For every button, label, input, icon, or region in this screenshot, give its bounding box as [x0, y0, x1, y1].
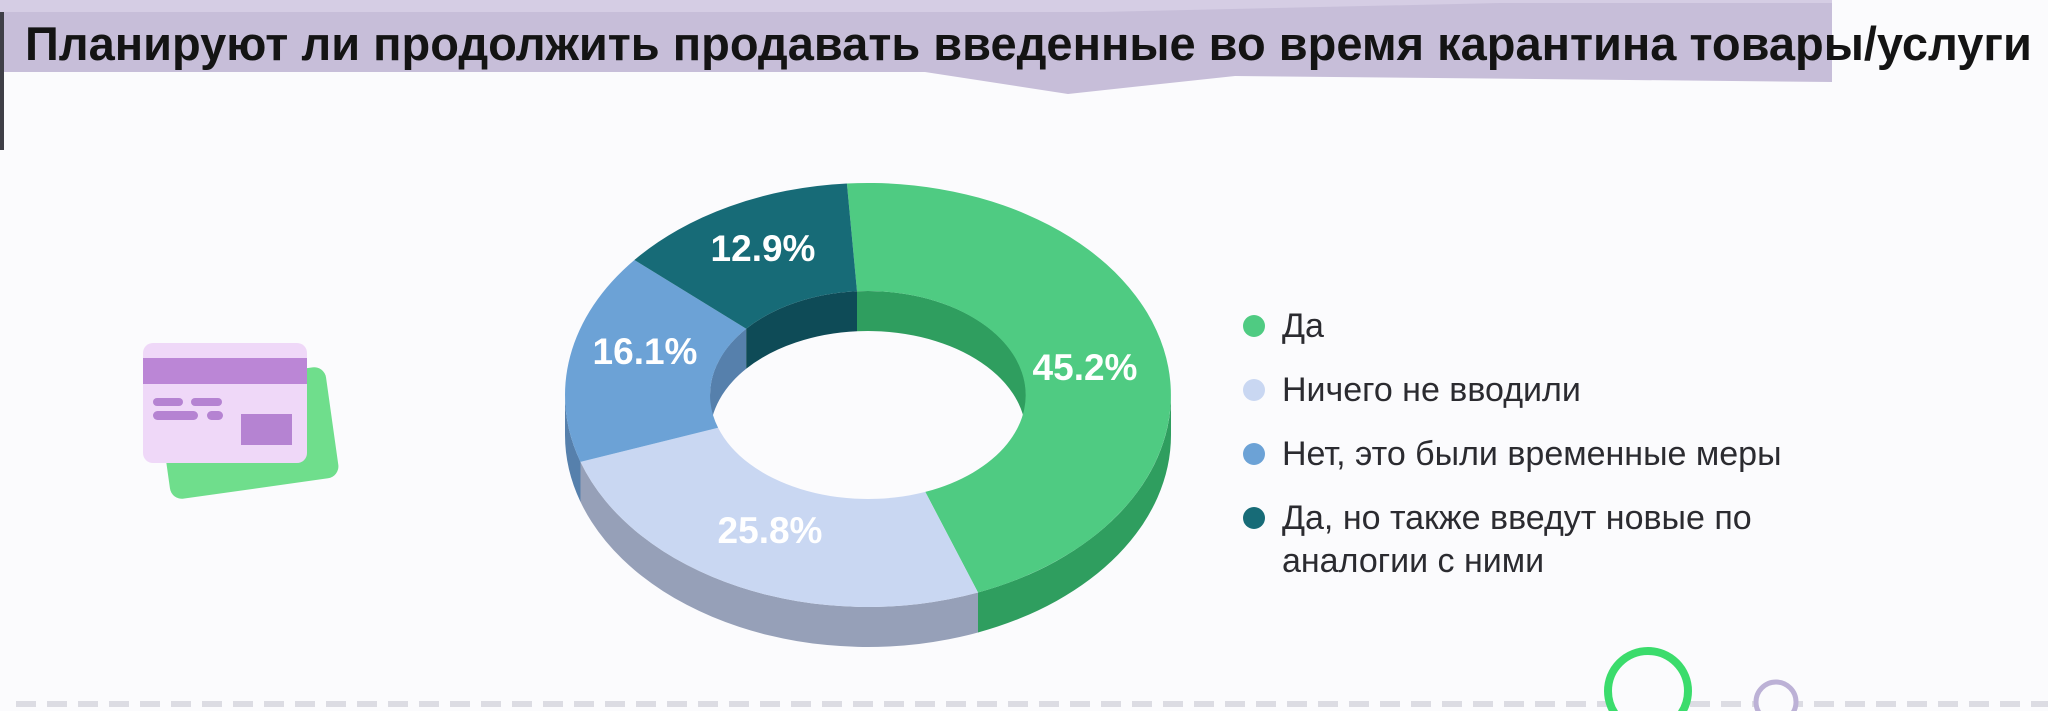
legend-label: Да	[1282, 307, 1324, 345]
card-magstripe	[143, 358, 307, 384]
slice-percent-label-1: 25.8%	[717, 510, 823, 551]
legend-item-1: Ничего не вводили	[1243, 369, 1823, 412]
donut-side-1	[580, 461, 978, 647]
donut-slice-1	[580, 427, 978, 607]
card-text-line	[191, 398, 222, 406]
legend-swatch-icon	[1243, 443, 1265, 465]
card-text-line	[153, 398, 183, 406]
donut-inner-wall-2	[710, 328, 747, 435]
slice-percent-label-2: 16.1%	[592, 331, 698, 372]
card-text-line	[207, 411, 223, 420]
credit-cards-icon	[143, 343, 339, 499]
slice-percent-label-3: 12.9%	[710, 228, 816, 269]
green-outline-circle	[1604, 647, 1692, 711]
chart-legend: Да Ничего не вводили Нет, это были временн…	[1243, 305, 1823, 583]
donut-side-0	[978, 395, 1171, 633]
card-text-line	[153, 411, 198, 420]
purple-outline-circle	[1753, 679, 1799, 711]
left-edge-tick	[0, 12, 4, 150]
legend-swatch-icon	[1243, 315, 1265, 337]
legend-label: Ничего не вводили	[1282, 371, 1581, 409]
donut-slice-2	[565, 260, 747, 462]
page-title: Планируют ли продолжить продавать введен…	[25, 16, 2032, 70]
card-chip	[241, 414, 292, 445]
legend-label: Да, но также введут новые по аналогии с …	[1282, 499, 1752, 580]
donut-slice-3	[634, 183, 857, 329]
legend-item-2: Нет, это были временные меры	[1243, 433, 1823, 476]
legend-label: Нет, это были временные меры	[1282, 435, 1782, 473]
header-band	[0, 3, 1832, 94]
donut-inner-wall-3	[746, 291, 857, 369]
donut-slice-0	[846, 182, 1171, 593]
legend-swatch-icon	[1243, 507, 1265, 529]
donut-side-2	[565, 395, 581, 502]
legend-item-3: Да, но также введут новые по аналогии с …	[1243, 497, 1823, 583]
donut-inner-wall-0	[857, 291, 1026, 435]
legend-item-0: Да	[1243, 305, 1823, 348]
legend-swatch-icon	[1243, 379, 1265, 401]
slice-percent-label-0: 45.2%	[1032, 347, 1138, 388]
